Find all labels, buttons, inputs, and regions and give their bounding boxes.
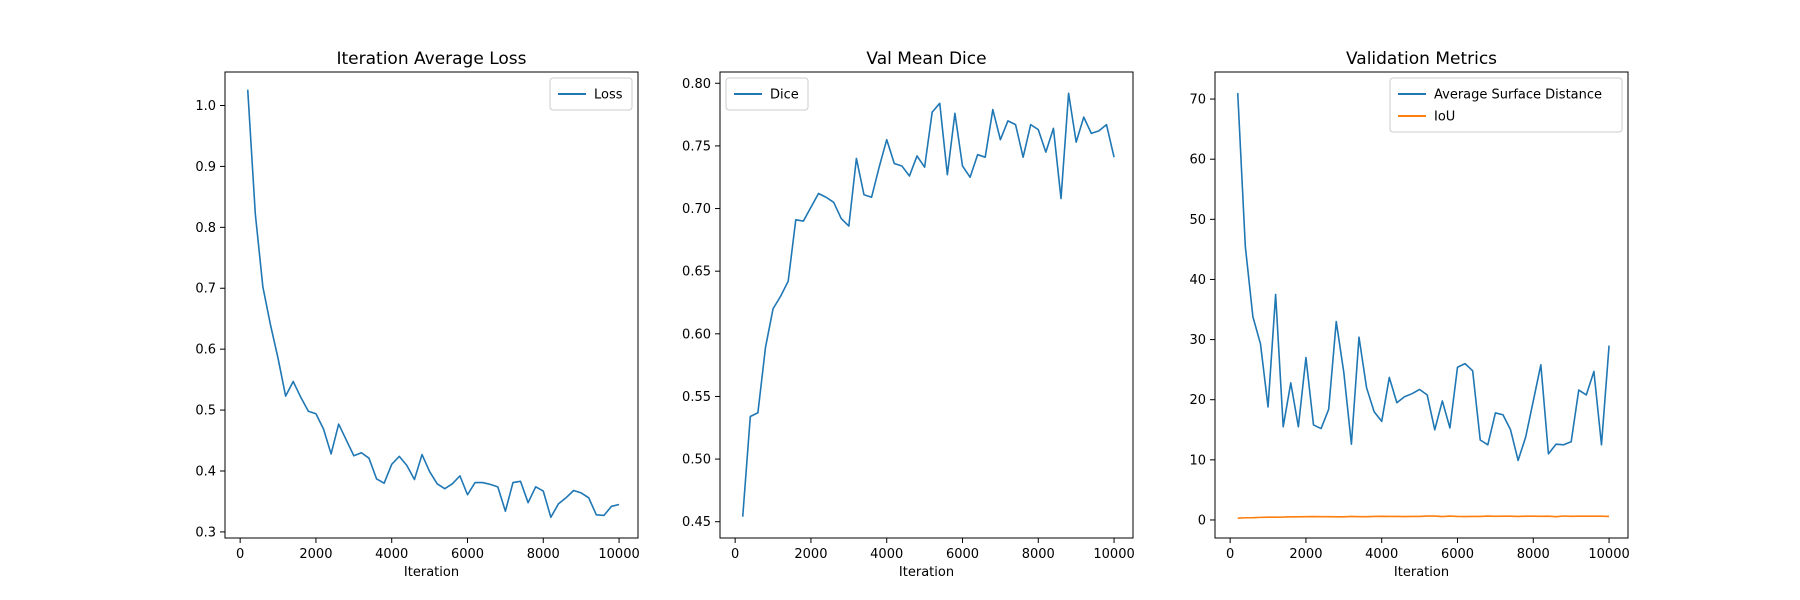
y-tick-label: 0.50 xyxy=(682,453,711,468)
x-tick-label: 4000 xyxy=(870,547,903,562)
x-tick-label: 8000 xyxy=(1022,547,1055,562)
legend-box xyxy=(725,77,809,111)
series-line-average-surface-distance xyxy=(1236,93,1610,462)
y-tick-label: 1.0 xyxy=(195,99,216,114)
plot-frame xyxy=(719,71,1134,539)
legend-box xyxy=(549,77,633,111)
chart-title: Val Mean Dice xyxy=(866,49,986,69)
x-tick-label: 4000 xyxy=(375,547,408,562)
y-tick-label: 0.70 xyxy=(682,202,711,217)
y-tick-label: 20 xyxy=(1189,393,1206,408)
series-line-dice xyxy=(741,92,1115,517)
x-tick-label: 10000 xyxy=(1588,547,1629,562)
y-tick-label: 0.45 xyxy=(682,515,711,530)
y-tick-label: 0.8 xyxy=(195,221,216,236)
y-tick-label: 10 xyxy=(1189,453,1206,468)
y-tick-label: 60 xyxy=(1189,153,1206,168)
subplot-1: Iteration Average Loss 0 2000 4000 6000 8000 1… xyxy=(195,49,639,580)
legend-label: Loss xyxy=(594,88,623,103)
subplot-3: Validation Metrics 0 2000 4000 6000 8000 10000… xyxy=(1189,49,1629,580)
y-tick-label: 50 xyxy=(1189,213,1206,228)
legend-label: IoU xyxy=(1434,110,1455,125)
legend-label: Dice xyxy=(770,88,799,103)
series-line-iou xyxy=(1237,515,1610,519)
x-tick-label: 2000 xyxy=(299,547,332,562)
legend: Loss xyxy=(549,77,633,111)
x-tick-label: 8000 xyxy=(1517,547,1550,562)
x-tick-label: 6000 xyxy=(946,547,979,562)
x-tick-label: 8000 xyxy=(527,547,560,562)
y-tick-label: 0.7 xyxy=(195,282,216,297)
y-tick-label: 0.60 xyxy=(682,327,711,342)
y-tick-label: 0.3 xyxy=(195,525,216,540)
y-tick-label: 30 xyxy=(1189,333,1206,348)
y-tick-label: 40 xyxy=(1189,273,1206,288)
legend-label: Average Surface Distance xyxy=(1434,88,1602,103)
legend: Dice xyxy=(725,77,809,111)
y-tick-label: 0.75 xyxy=(682,139,711,154)
x-axis-label: Iteration xyxy=(404,565,459,580)
y-tick-label: 70 xyxy=(1189,93,1206,108)
legend: Average Surface Distance IoU xyxy=(1389,77,1623,133)
x-tick-label: 2000 xyxy=(794,547,827,562)
x-tick-label: 6000 xyxy=(1441,547,1474,562)
x-axis-label: Iteration xyxy=(899,565,954,580)
y-tick-label: 0.6 xyxy=(195,343,216,358)
x-axis-label: Iteration xyxy=(1394,565,1449,580)
x-tick-label: 6000 xyxy=(451,547,484,562)
y-tick-label: 0.5 xyxy=(195,404,216,419)
x-tick-label: 0 xyxy=(236,547,244,562)
y-tick-label: 0.55 xyxy=(682,390,711,405)
plot-frame xyxy=(1214,71,1629,539)
x-tick-label: 0 xyxy=(1226,547,1234,562)
x-tick-label: 0 xyxy=(731,547,739,562)
y-tick-label: 0.80 xyxy=(682,77,711,92)
x-tick-label: 4000 xyxy=(1365,547,1398,562)
x-tick-label: 10000 xyxy=(598,547,639,562)
y-tick-label: 0.65 xyxy=(682,265,711,280)
series-line-loss xyxy=(246,89,620,519)
y-tick-label: 0 xyxy=(1198,513,1206,528)
legend-box xyxy=(1389,77,1623,133)
y-tick-label: 0.4 xyxy=(195,464,216,479)
x-tick-label: 10000 xyxy=(1093,547,1134,562)
y-tick-label: 0.9 xyxy=(195,160,216,175)
subplot-2: Val Mean Dice 0 2000 4000 6000 8000 10000 0.45 0… xyxy=(682,49,1135,580)
x-tick-label: 2000 xyxy=(1289,547,1322,562)
plot-frame xyxy=(224,71,639,539)
chart-title: Iteration Average Loss xyxy=(336,49,526,69)
chart-title: Validation Metrics xyxy=(1346,49,1497,69)
